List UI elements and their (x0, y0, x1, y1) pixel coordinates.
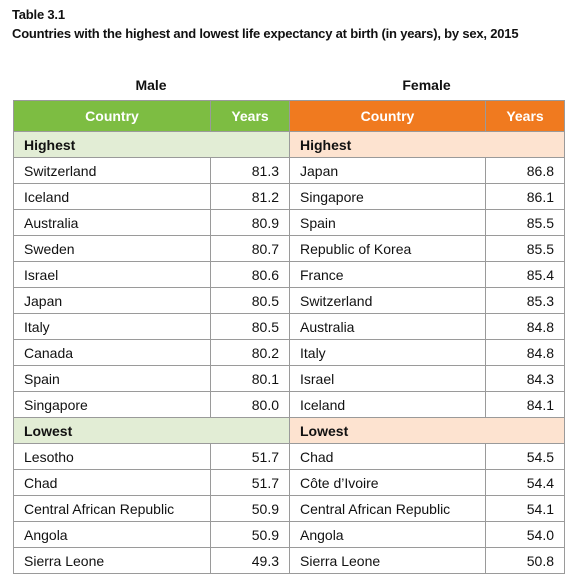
male-years-cell: 80.6 (210, 261, 290, 288)
male-years-cell: 80.5 (210, 287, 290, 314)
table-row: Iceland 81.2 Singapore 86.1 (13, 183, 565, 210)
table-label: Table 3.1 (12, 7, 65, 22)
female-years-cell: 54.1 (485, 495, 565, 522)
male-years-cell: 50.9 (210, 521, 290, 548)
female-years-cell: 84.3 (485, 365, 565, 392)
header-row: Country Years Country Years (13, 100, 565, 132)
male-country-cell: Spain (13, 365, 211, 392)
female-years-cell: 86.1 (485, 183, 565, 210)
female-country-cell: Sierra Leone (289, 547, 486, 574)
male-heading: Male (135, 77, 167, 93)
female-years-cell: 85.4 (485, 261, 565, 288)
male-years-cell: 80.0 (210, 391, 290, 418)
female-country-cell: Japan (289, 157, 486, 184)
male-country-cell: Sweden (13, 235, 211, 262)
table-caption: Countries with the highest and lowest li… (12, 26, 519, 41)
male-country-cell: Singapore (13, 391, 211, 418)
female-country-cell: Spain (289, 209, 486, 236)
female-years-cell: 84.8 (485, 313, 565, 340)
male-years-cell: 80.2 (210, 339, 290, 366)
table-row: Chad 51.7 Côte d’Ivoire 54.4 (13, 469, 565, 496)
female-country-cell: France (289, 261, 486, 288)
female-years-cell: 86.8 (485, 157, 565, 184)
male-years-cell: 80.5 (210, 313, 290, 340)
female-section-lowest: Lowest (289, 417, 565, 444)
male-years-cell: 80.7 (210, 235, 290, 262)
male-years-header: Years (210, 100, 290, 132)
male-country-cell: Israel (13, 261, 211, 288)
male-country-cell: Japan (13, 287, 211, 314)
table-row: Italy 80.5 Australia 84.8 (13, 313, 565, 340)
male-years-cell: 80.9 (210, 209, 290, 236)
table-row: Australia 80.9 Spain 85.5 (13, 209, 565, 236)
female-years-cell: 85.5 (485, 235, 565, 262)
male-years-cell: 80.1 (210, 365, 290, 392)
female-country-cell: Republic of Korea (289, 235, 486, 262)
table-body: Highest Highest Switzerland 81.3 Japan 86.8… (13, 131, 565, 574)
male-country-cell: Chad (13, 469, 211, 496)
table-row: Angola 50.9 Angola 54.0 (13, 521, 565, 548)
female-years-cell: 54.4 (485, 469, 565, 496)
female-years-cell: 85.5 (485, 209, 565, 236)
female-years-cell: 54.5 (485, 443, 565, 470)
female-country-cell: Côte d’Ivoire (289, 469, 486, 496)
table-row: Canada 80.2 Italy 84.8 (13, 339, 565, 366)
female-years-cell: 84.8 (485, 339, 565, 366)
female-years-cell: 50.8 (485, 547, 565, 574)
female-years-cell: 85.3 (485, 287, 565, 314)
male-country-cell: Canada (13, 339, 211, 366)
female-country-header: Country (289, 100, 486, 132)
male-country-cell: Italy (13, 313, 211, 340)
female-country-cell: Switzerland (289, 287, 486, 314)
female-heading: Female (402, 77, 451, 93)
female-country-cell: Central African Republic (289, 495, 486, 522)
table-row: Sweden 80.7 Republic of Korea 85.5 (13, 235, 565, 262)
male-years-cell: 81.3 (210, 157, 290, 184)
section-row-lowest: Lowest Lowest (13, 417, 565, 444)
male-country-cell: Sierra Leone (13, 547, 211, 574)
section-row-highest: Highest Highest (13, 131, 565, 158)
table-row: Sierra Leone 49.3 Sierra Leone 50.8 (13, 547, 565, 574)
female-country-cell: Angola (289, 521, 486, 548)
male-years-cell: 50.9 (210, 495, 290, 522)
male-country-cell: Central African Republic (13, 495, 211, 522)
male-years-cell: 51.7 (210, 443, 290, 470)
table-row: Central African Republic 50.9 Central Afri… (13, 495, 565, 522)
table-row: Switzerland 81.3 Japan 86.8 (13, 157, 565, 184)
table-row: Japan 80.5 Switzerland 85.3 (13, 287, 565, 314)
male-country-cell: Iceland (13, 183, 211, 210)
female-country-cell: Israel (289, 365, 486, 392)
male-years-cell: 51.7 (210, 469, 290, 496)
male-country-cell: Australia (13, 209, 211, 236)
female-years-cell: 84.1 (485, 391, 565, 418)
female-country-cell: Iceland (289, 391, 486, 418)
female-country-cell: Italy (289, 339, 486, 366)
male-section-highest: Highest (13, 131, 290, 158)
female-years-cell: 54.0 (485, 521, 565, 548)
male-country-header: Country (13, 100, 211, 132)
female-country-cell: Singapore (289, 183, 486, 210)
table-row: Lesotho 51.7 Chad 54.5 (13, 443, 565, 470)
male-section-lowest: Lowest (13, 417, 290, 444)
female-section-highest: Highest (289, 131, 565, 158)
life-expectancy-table: Country Years Country Years Highest High… (13, 100, 565, 574)
female-country-cell: Australia (289, 313, 486, 340)
male-years-cell: 81.2 (210, 183, 290, 210)
male-years-cell: 49.3 (210, 547, 290, 574)
male-country-cell: Switzerland (13, 157, 211, 184)
table-row: Singapore 80.0 Iceland 84.1 (13, 391, 565, 418)
male-country-cell: Lesotho (13, 443, 211, 470)
female-country-cell: Chad (289, 443, 486, 470)
table-row: Israel 80.6 France 85.4 (13, 261, 565, 288)
table-row: Spain 80.1 Israel 84.3 (13, 365, 565, 392)
male-country-cell: Angola (13, 521, 211, 548)
female-years-header: Years (485, 100, 565, 132)
